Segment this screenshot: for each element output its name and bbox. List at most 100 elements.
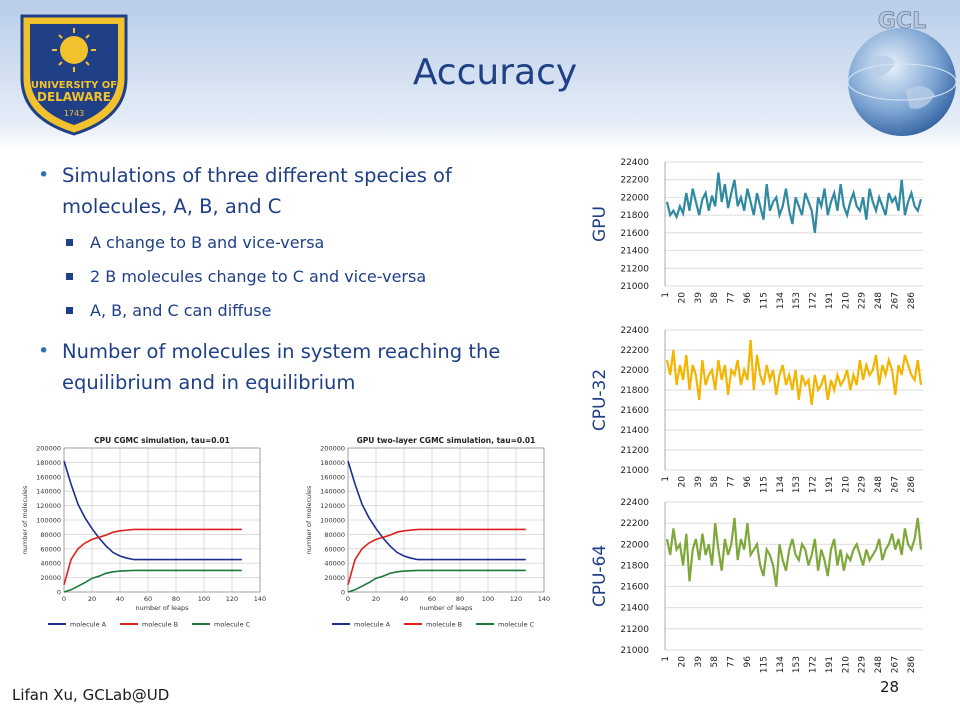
chart-title: CPU CGMC simulation, tau=0.01 xyxy=(94,436,230,445)
y-tick-label: 100000 xyxy=(36,517,61,525)
x-tick-label: 134 xyxy=(776,292,786,309)
x-tick-label: 1 xyxy=(661,292,671,298)
series-line-3 xyxy=(347,569,526,593)
x-tick-label: 77 xyxy=(727,292,737,303)
x-tick-label: 39 xyxy=(694,656,704,668)
x-tick-label: 39 xyxy=(694,476,704,488)
y-tick-label: 80000 xyxy=(324,531,345,539)
plot-frame xyxy=(63,447,261,593)
y-tick-label: 60000 xyxy=(40,545,61,553)
bullet-1: Simulations of three different species o… xyxy=(38,160,558,222)
bullet-list: Simulations of three different species o… xyxy=(38,160,558,402)
series-line-3 xyxy=(63,569,242,593)
x-tick-label: 248 xyxy=(874,656,884,673)
y-tick-label: 60000 xyxy=(324,545,345,553)
x-tick-label: 20 xyxy=(677,656,687,668)
x-tick-label: 172 xyxy=(809,292,819,309)
cpu64-equilibrium-chart: 21000 21200 21400 21600 21800 22000 22200 22400… xyxy=(585,494,935,676)
x-tick-label: 229 xyxy=(858,476,868,492)
x-tick-label: 153 xyxy=(792,656,802,673)
header-band xyxy=(0,0,960,150)
bullet-2: Number of molecules in system reaching t… xyxy=(38,336,558,398)
x-tick-label: 60 xyxy=(144,595,152,603)
chart-title: GPU two-layer CGMC simulation, tau=0.01 xyxy=(357,436,536,445)
y-tick-label: 200000 xyxy=(36,445,61,453)
legend-entry: molecule A xyxy=(70,621,107,629)
x-tick-label: 115 xyxy=(759,292,769,309)
y-tick-label: 0 xyxy=(57,589,61,597)
y-tick-label: 140000 xyxy=(320,488,345,496)
series-line-1 xyxy=(347,460,526,561)
y-tick-label: 40000 xyxy=(40,560,61,568)
y-tick-label: 0 xyxy=(341,589,345,597)
y-tick-label: 21000 xyxy=(620,646,649,656)
x-tick-label: 134 xyxy=(776,656,786,673)
y-tick-label: 21400 xyxy=(620,604,649,614)
x-tick-label: 229 xyxy=(858,656,868,673)
sub-bullet-1: A change to B and vice-versa xyxy=(38,226,558,260)
y-tick-label: 21200 xyxy=(620,446,649,456)
y-tick-label: 22000 xyxy=(620,193,649,203)
x-tick-label: 40 xyxy=(400,595,408,603)
chart-series-label: CPU-32 xyxy=(590,369,610,431)
y-tick-label: 22200 xyxy=(620,176,649,186)
gcl-logo-text: GCL xyxy=(878,9,926,34)
x-tick-label: 248 xyxy=(874,292,884,309)
y-axis-label: number of molecules xyxy=(305,485,313,554)
x-tick-label: 96 xyxy=(743,476,753,488)
x-tick-label: 120 xyxy=(226,595,238,603)
x-tick-label: 172 xyxy=(809,476,819,492)
x-tick-label: 115 xyxy=(759,476,769,492)
y-tick-label: 21800 xyxy=(620,561,649,571)
x-tick-label: 120 xyxy=(510,595,522,603)
x-tick-label: 80 xyxy=(456,595,464,603)
x-tick-label: 115 xyxy=(759,656,769,673)
plot-frame xyxy=(347,447,545,593)
y-tick-label: 22200 xyxy=(620,346,649,356)
x-tick-label: 286 xyxy=(907,476,917,492)
x-tick-label: 39 xyxy=(694,292,704,304)
x-tick-label: 191 xyxy=(825,656,835,673)
x-axis-label: number of leaps xyxy=(419,604,473,612)
y-tick-label: 22400 xyxy=(620,498,649,508)
y-tick-label: 160000 xyxy=(36,473,61,481)
y-tick-label: 21000 xyxy=(620,282,649,292)
x-tick-label: 153 xyxy=(792,476,802,492)
footer-author: Lifan Xu, GCLab@UD xyxy=(12,686,170,704)
x-tick-label: 60 xyxy=(428,595,436,603)
x-tick-label: 267 xyxy=(891,476,901,492)
y-tick-label: 80000 xyxy=(40,531,61,539)
y-tick-label: 21200 xyxy=(620,264,649,274)
x-tick-label: 229 xyxy=(858,292,868,309)
university-of-delaware-seal-icon: UNIVERSITY OF DELAWARE 1743 xyxy=(20,14,128,136)
y-tick-label: 20000 xyxy=(324,574,345,582)
x-tick-label: 172 xyxy=(809,656,819,673)
y-axis-label: number of molecules xyxy=(21,485,29,554)
x-tick-label: 96 xyxy=(743,656,753,668)
x-tick-label: 20 xyxy=(677,292,687,304)
x-tick-label: 140 xyxy=(538,595,550,603)
x-tick-label: 286 xyxy=(907,292,917,309)
sub-bullet-2: 2 B molecules change to C and vice-versa xyxy=(38,260,558,294)
legend-entry: molecule A xyxy=(354,621,391,629)
y-tick-label: 20000 xyxy=(40,574,61,582)
x-tick-label: 267 xyxy=(891,292,901,309)
legend-entry: molecule B xyxy=(426,621,462,629)
x-tick-label: 0 xyxy=(346,595,350,603)
y-tick-label: 21600 xyxy=(620,406,649,416)
gpu-two-layer-cgmc-chart: GPU two-layer CGMC simulation, tau=0.01 0… xyxy=(302,432,558,636)
y-tick-label: 21800 xyxy=(620,211,649,221)
series-line-1 xyxy=(63,460,242,561)
series-line-2 xyxy=(63,528,242,586)
legend-entry: molecule B xyxy=(142,621,178,629)
x-tick-label: 58 xyxy=(710,656,720,668)
y-tick-label: 22400 xyxy=(620,326,649,336)
y-tick-label: 21600 xyxy=(620,229,649,239)
x-tick-label: 267 xyxy=(891,656,901,673)
y-tick-label: 22400 xyxy=(620,158,649,168)
x-tick-label: 210 xyxy=(841,292,851,309)
x-tick-label: 40 xyxy=(116,595,124,603)
x-tick-label: 58 xyxy=(710,292,720,304)
series-line-2 xyxy=(347,528,526,586)
chart-series-label: CPU-64 xyxy=(590,545,610,607)
